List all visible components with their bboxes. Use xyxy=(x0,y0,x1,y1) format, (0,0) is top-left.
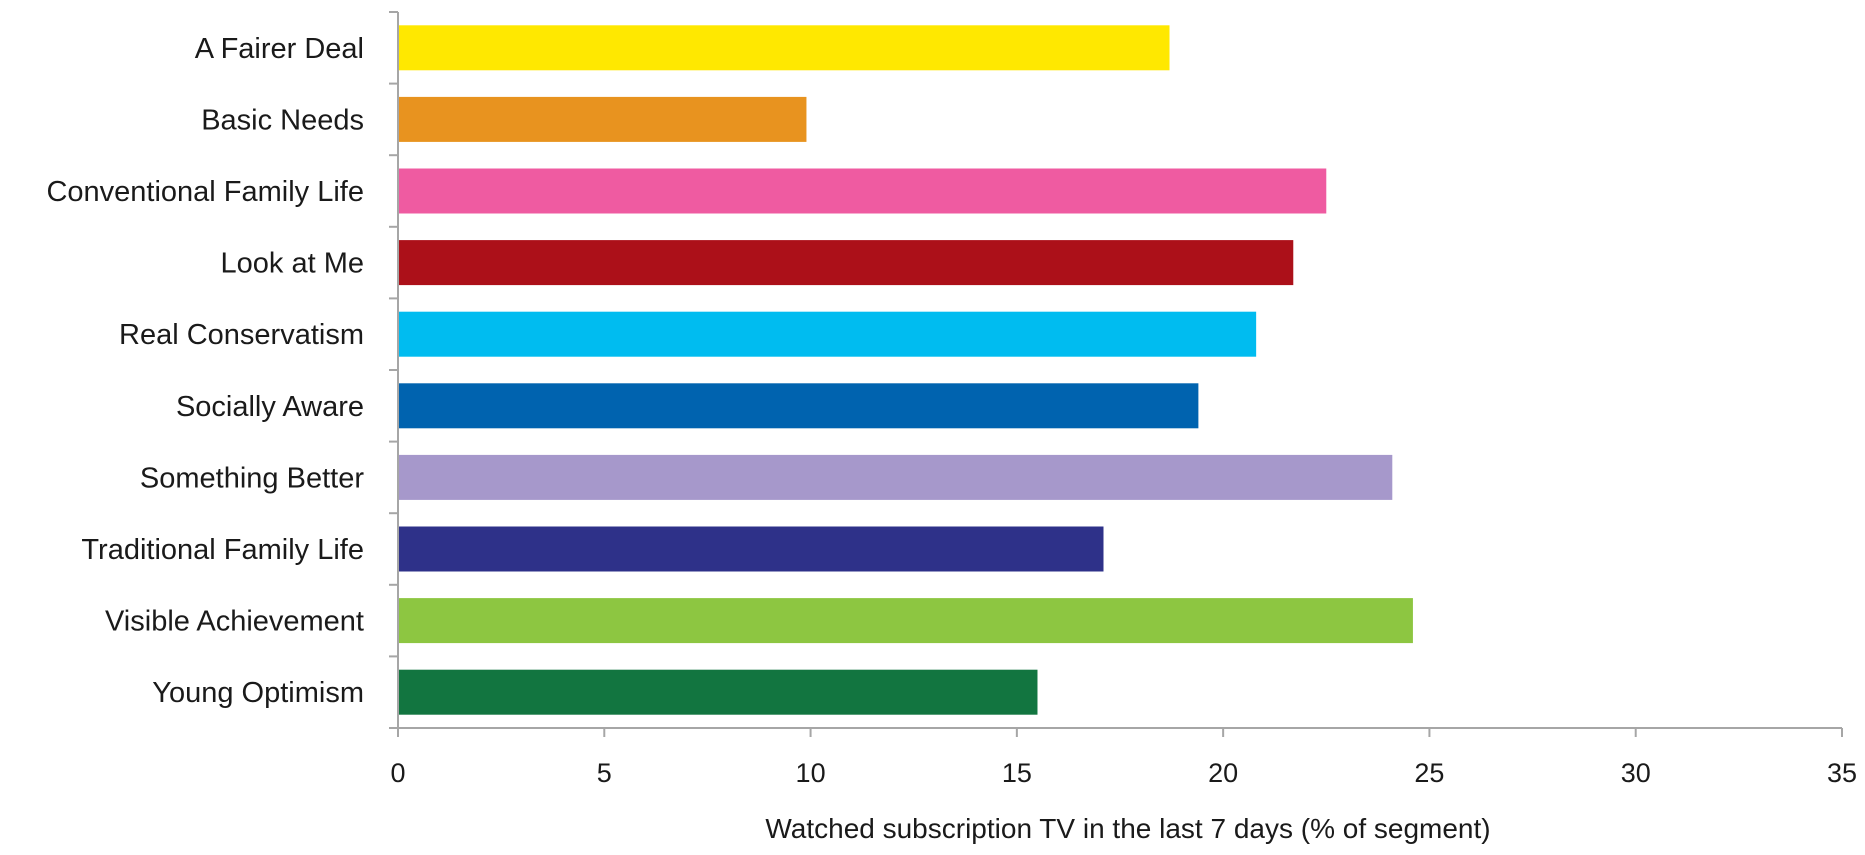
x-tick-label: 35 xyxy=(1827,758,1857,788)
bar-conventional-family-life xyxy=(398,168,1327,214)
category-label: Traditional Family Life xyxy=(81,534,364,566)
tick-labels-group: 0 5 10 15 20 25 30 35 xyxy=(390,758,1857,788)
bar-basic-needs xyxy=(398,96,807,142)
bar-a-fairer-deal xyxy=(398,25,1170,71)
x-axis-title: Watched subscription TV in the last 7 da… xyxy=(765,813,1490,844)
x-tick-label: 15 xyxy=(1002,758,1032,788)
bar-socially-aware xyxy=(398,383,1199,429)
x-tick-label: 5 xyxy=(597,758,612,788)
x-tick-label: 25 xyxy=(1414,758,1444,788)
category-label: Real Conservatism xyxy=(119,319,364,351)
bar-look-at-me xyxy=(398,240,1294,286)
category-label: Look at Me xyxy=(221,248,364,280)
x-tick-label: 0 xyxy=(390,758,405,788)
bar-young-optimism xyxy=(398,669,1038,715)
category-label: Something Better xyxy=(140,462,364,494)
bar-real-conservatism xyxy=(398,311,1257,357)
category-label: Socially Aware xyxy=(176,391,364,423)
bar-traditional-family-life xyxy=(398,526,1104,572)
category-labels-group: A Fairer Deal Basic Needs Conventional Fam… xyxy=(46,33,364,709)
category-label: Conventional Family Life xyxy=(46,176,364,208)
category-label: Visible Achievement xyxy=(105,606,364,638)
bar-something-better xyxy=(398,454,1393,500)
x-tick-label: 10 xyxy=(796,758,826,788)
category-label: Basic Needs xyxy=(201,104,364,136)
axes-group xyxy=(389,11,1843,737)
category-label: A Fairer Deal xyxy=(195,33,364,65)
x-tick-label: 30 xyxy=(1621,758,1651,788)
x-tick-label: 20 xyxy=(1208,758,1238,788)
bars-group xyxy=(398,25,1413,715)
category-label: Young Optimism xyxy=(152,677,364,709)
bar-visible-achievement xyxy=(398,598,1413,644)
